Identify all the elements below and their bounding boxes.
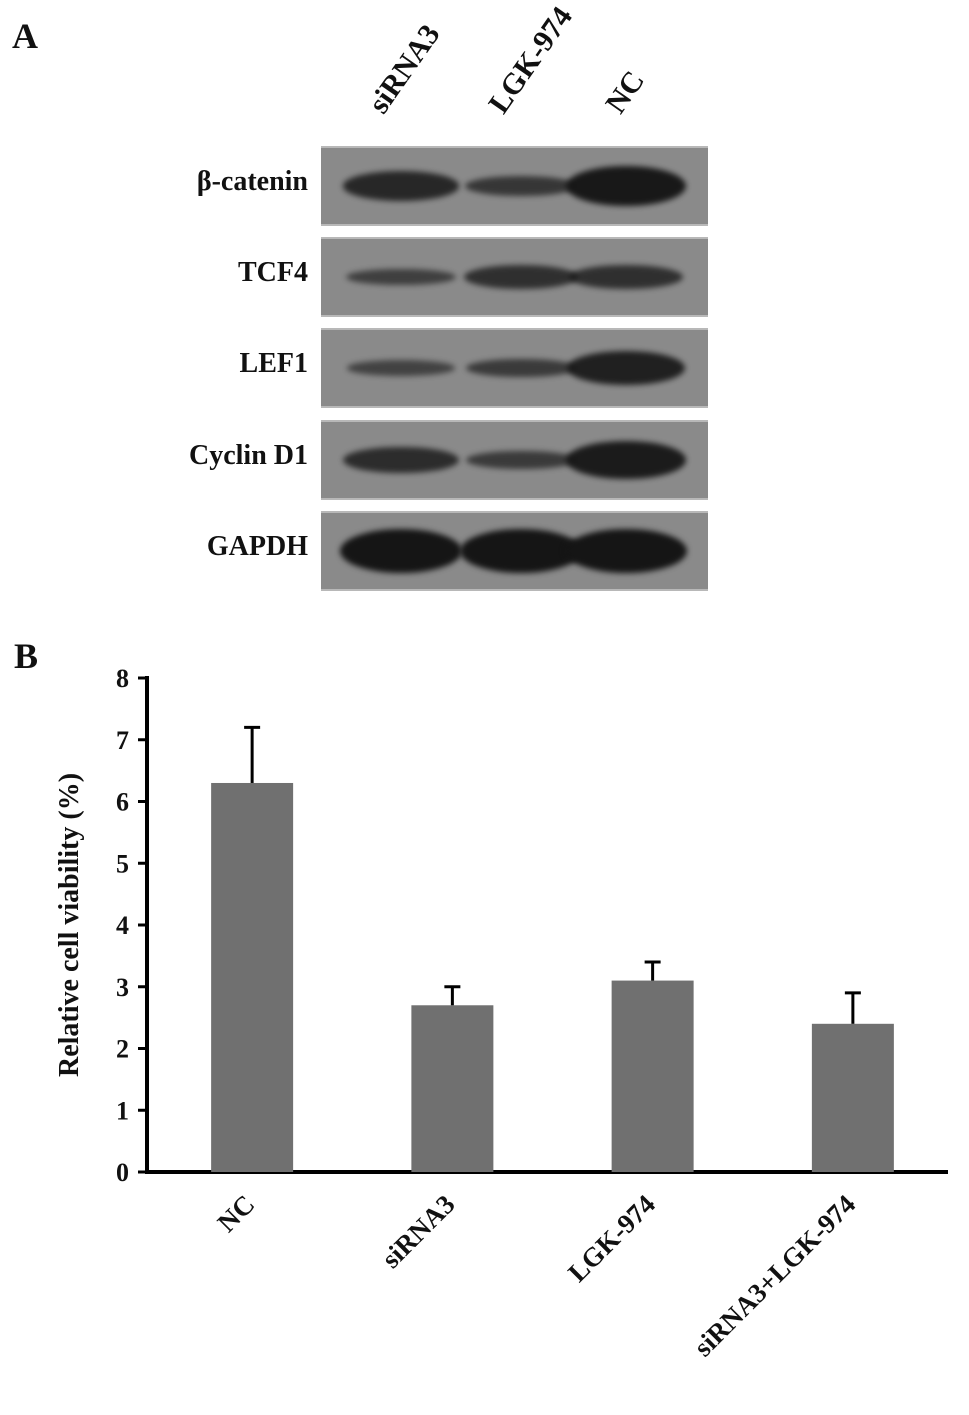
y-axis-label: Relative cell viability (%) (54, 773, 85, 1077)
blot-band (566, 441, 686, 479)
y-tick-label: 8 (116, 664, 129, 693)
blot-band (465, 358, 577, 378)
blot-strip-2 (321, 328, 708, 408)
panel-a-label: A (12, 16, 38, 56)
x-category-label: NC (212, 1189, 261, 1238)
y-tick-label: 2 (116, 1035, 129, 1064)
y-tick-label: 0 (116, 1158, 129, 1187)
blot-band (460, 529, 582, 573)
blot-band (340, 529, 462, 573)
blot-band (464, 175, 578, 197)
y-tick-label: 5 (116, 849, 129, 878)
y-tick-label: 7 (116, 726, 129, 755)
blot-band (566, 350, 686, 386)
y-tick-label: 3 (116, 973, 129, 1002)
blot-band (565, 529, 687, 573)
blot-strip-3 (321, 420, 708, 500)
blot-band (463, 264, 579, 290)
blot-band (465, 450, 577, 470)
blot-strip-4 (321, 511, 708, 591)
y-tick-label: 6 (116, 788, 129, 817)
blot-label-2: LEF1 (239, 348, 308, 379)
blot-band (568, 264, 684, 290)
y-tick-label: 1 (116, 1096, 129, 1125)
blot-band (565, 165, 687, 207)
blot-band (343, 446, 459, 474)
panel-b-label: B (14, 636, 39, 676)
blot-label-4: GAPDH (206, 531, 308, 562)
blot-band (342, 171, 460, 201)
blot-band (346, 360, 456, 376)
x-category-label: siRNA3 (376, 1189, 461, 1274)
blot-label-0: β-catenin (196, 166, 308, 197)
x-category-label: siRNA3+LGK-974 (688, 1189, 861, 1362)
x-category-label: LGK-974 (562, 1189, 661, 1288)
blot-label-3: Cyclin D1 (189, 440, 308, 471)
blot-band (346, 268, 456, 286)
bar (411, 1005, 494, 1172)
bar (811, 1023, 894, 1172)
bar (611, 980, 694, 1172)
blot-label-1: TCF4 (238, 257, 308, 288)
bar (211, 782, 294, 1172)
blot-strip-0 (321, 146, 708, 226)
blot-strip-1 (321, 237, 708, 317)
y-tick-label: 4 (116, 911, 129, 940)
